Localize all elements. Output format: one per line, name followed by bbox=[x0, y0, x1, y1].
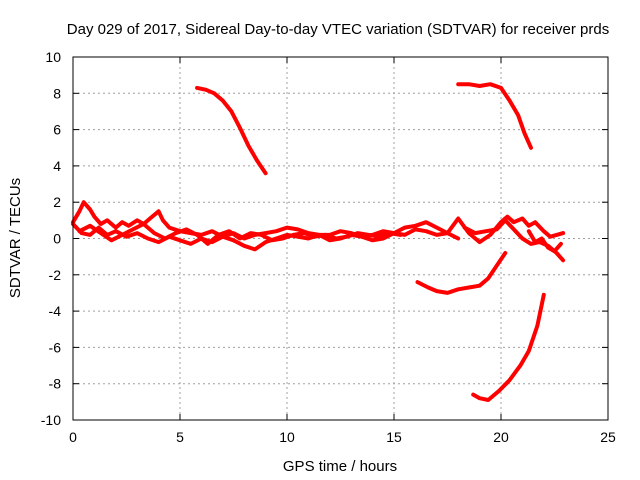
y-tick-label: -2 bbox=[49, 267, 62, 283]
x-axis-label: GPS time / hours bbox=[283, 458, 397, 475]
x-tick-label: 15 bbox=[386, 429, 402, 445]
y-tick-label: 10 bbox=[45, 49, 61, 65]
y-tick-label: -8 bbox=[49, 376, 62, 392]
chart-title: Day 029 of 2017, Sidereal Day-to-day VTE… bbox=[67, 21, 609, 38]
grid bbox=[73, 57, 608, 420]
ticks: 0 5 10 15 20 25 -10 -8 -6 -4 -2 0 2 4 6 8 10 bbox=[41, 49, 616, 445]
y-tick-label: 8 bbox=[53, 85, 61, 101]
y-tick-label: -10 bbox=[41, 412, 61, 428]
y-tick-label: -6 bbox=[49, 339, 62, 355]
series-line-6 bbox=[195, 85, 268, 176]
x-tick-label: 25 bbox=[600, 429, 616, 445]
x-tick-label: 5 bbox=[176, 429, 184, 445]
series-line-7 bbox=[456, 82, 533, 150]
series-line-9 bbox=[471, 292, 546, 402]
series-layer bbox=[71, 82, 566, 402]
x-tick-label: 10 bbox=[279, 429, 295, 445]
y-tick-label: -4 bbox=[49, 303, 62, 319]
series-line-8 bbox=[415, 251, 508, 295]
y-tick-label: 4 bbox=[53, 158, 61, 174]
x-tick-label: 20 bbox=[493, 429, 509, 445]
y-tick-label: 0 bbox=[53, 231, 61, 247]
y-tick-label: 6 bbox=[53, 122, 61, 138]
x-tick-label: 0 bbox=[69, 429, 77, 445]
y-tick-label: 2 bbox=[53, 194, 61, 210]
series-line-5 bbox=[526, 229, 563, 254]
series-line-3 bbox=[77, 222, 403, 246]
y-axis-label: SDTVAR / TECUs bbox=[7, 178, 24, 298]
